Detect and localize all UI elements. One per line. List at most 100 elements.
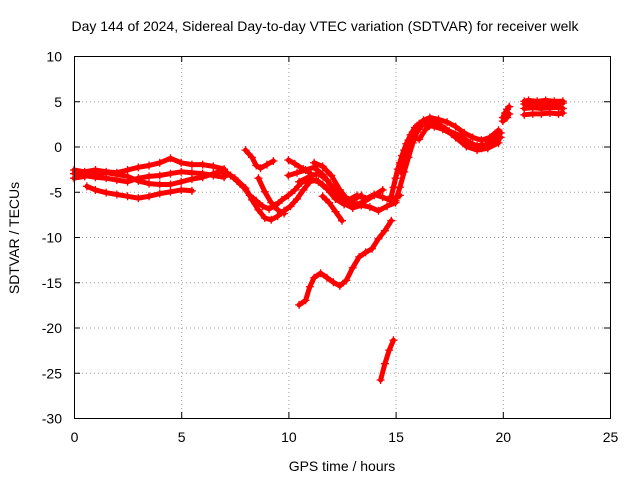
data-point [177,177,186,186]
data-point [280,209,289,218]
data-point [273,205,282,214]
data-point [277,195,286,204]
data-point [389,336,398,345]
data-point [290,185,299,194]
data-point [353,200,362,209]
data-point [408,133,417,142]
data-trace-14 [378,337,396,383]
data-point [134,176,143,185]
data-point [187,160,196,169]
data-point [558,97,567,106]
data-point [400,156,409,165]
data-point [292,168,301,177]
data-point [284,191,293,200]
data-point [550,97,559,106]
data-point [421,125,430,134]
x-tick-label: 15 [388,429,404,445]
data-point [327,171,336,180]
data-point [166,180,175,189]
data-point [338,216,346,225]
data-point [331,207,340,216]
data-point [374,234,383,243]
data-point [413,128,422,137]
y-tick-label: -20 [42,320,62,336]
data-point [494,138,503,147]
data-point [265,204,274,213]
data-point [299,185,308,194]
data-point [387,192,396,201]
data-point [365,203,374,212]
x-tick-label: 25 [603,429,619,445]
data-point [187,175,196,184]
data-point [314,169,323,178]
data-point [247,195,256,204]
data-point [209,162,218,171]
data-point [284,156,293,165]
data-point [134,194,143,203]
data-point [155,189,164,198]
y-tick-label: 10 [46,49,62,65]
data-point [166,187,175,196]
data-point [380,226,389,235]
data-point [80,172,89,181]
data-point [404,142,413,151]
data-point [310,158,319,167]
data-point [368,244,377,253]
data-point [318,162,327,171]
data-series [70,96,567,384]
data-point [316,269,325,278]
data-point [145,172,154,181]
data-point [91,185,100,194]
data-point [342,276,351,285]
data-point [312,175,321,184]
data-point [267,215,276,224]
data-point [322,185,331,194]
data-point [322,175,331,184]
data-point [82,182,91,191]
data-point [177,158,186,167]
data-point [256,164,265,173]
data-point [102,168,111,177]
chart-title: Day 144 of 2024, Sidereal Day-to-day VTE… [71,18,579,34]
y-tick-label: -25 [42,365,62,381]
data-point [155,158,164,167]
data-point [325,198,334,207]
data-point [187,186,196,195]
y-tick-label: -30 [42,411,62,427]
data-point [209,169,218,178]
data-point [155,180,164,189]
data-point [247,153,256,162]
y-tick-label: -10 [42,230,62,246]
x-tick-label: 5 [178,429,186,445]
x-tick-label: 0 [71,429,79,445]
y-axis-label: SDTVAR / TECUs [6,182,22,294]
data-point [462,142,471,151]
data-point [505,109,514,118]
data-point [295,300,304,309]
y-tick-label: 5 [54,94,62,110]
data-trace-19 [500,104,512,120]
data-point [361,196,370,205]
data-point [177,167,186,176]
data-point [260,213,269,222]
data-point [541,96,550,105]
data-point [262,160,271,169]
axis-ticks: 0 5 10 15 20 25 10 5 0 -5 -10 -15 -20 -25 -30 [42,49,619,446]
x-tick-label: 20 [496,429,512,445]
data-point [102,188,111,197]
y-tick-label: 0 [54,139,62,155]
data-point [305,168,314,177]
data-point [267,198,276,207]
data-point [166,154,175,163]
data-point [473,146,482,155]
y-tick-label: -5 [50,184,63,200]
data-point [355,252,364,261]
data-point [134,163,143,172]
data-point [310,273,319,282]
x-axis-label: GPS time / hours [289,458,396,474]
data-point [520,97,529,106]
data-point [260,187,269,196]
data-trace-12 [320,193,345,224]
data-point [123,192,132,201]
data-point [361,248,370,257]
